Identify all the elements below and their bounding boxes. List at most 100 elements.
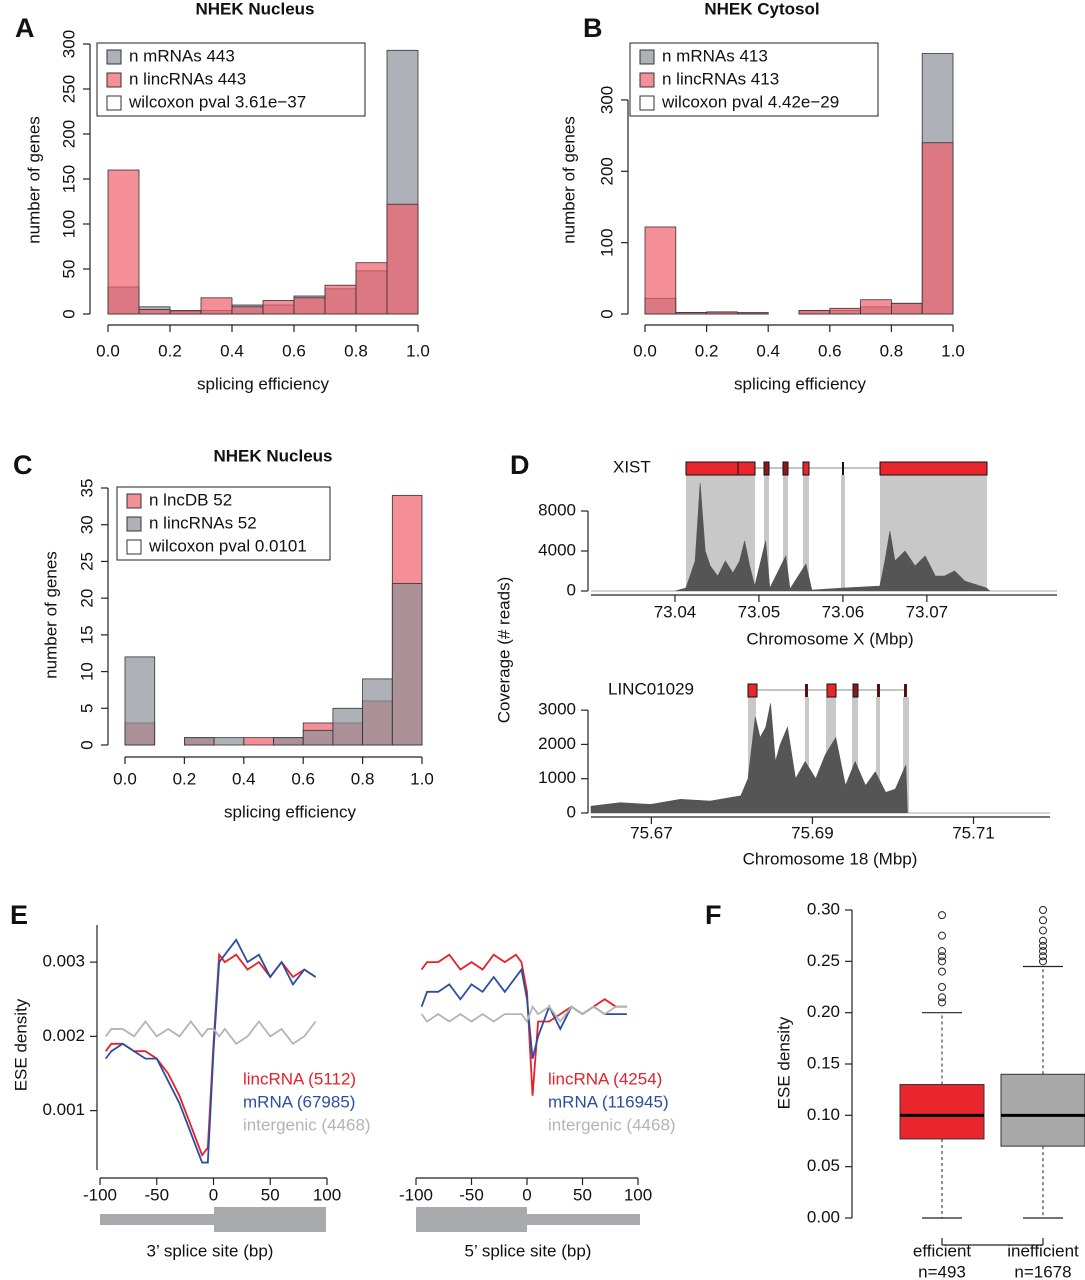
histogram-bar <box>262 300 295 315</box>
legend-box <box>96 42 366 117</box>
y-tick-label: 0.15 <box>807 1053 840 1072</box>
y-tick-label: 0.25 <box>807 951 840 970</box>
y-axis-label: number of genes <box>41 551 60 679</box>
y-tick-label: 4000 <box>538 540 576 559</box>
histogram-bar <box>355 262 388 315</box>
y-tick-label: 3000 <box>538 700 576 719</box>
x-axis-label: Chromosome X (Mbp) <box>746 629 913 648</box>
n-label: n=493 <box>918 1262 966 1280</box>
histogram-bar <box>169 309 202 315</box>
x-tick-label: 0.8 <box>344 341 368 360</box>
legend-label: n mRNAs 443 <box>129 46 235 65</box>
legend-label: lincRNA (5112) <box>243 1069 356 1088</box>
histogram-bar <box>798 310 831 315</box>
histogram-bar <box>124 656 156 746</box>
x-tick-label: 75.69 <box>791 823 834 842</box>
box-bracket <box>941 1238 1044 1246</box>
histogram-bar <box>891 302 923 315</box>
panel-letter: D <box>510 450 530 480</box>
histogram-bar <box>675 312 707 315</box>
y-tick-label: 200 <box>597 157 616 185</box>
x-tick-label: 0.4 <box>232 769 256 788</box>
histogram-bar <box>231 306 264 315</box>
x-axis-label: splicing efficiency <box>734 374 866 393</box>
x-tick-label: 1.0 <box>941 341 965 360</box>
n-label: n=1678 <box>1014 1262 1071 1280</box>
y-axis-label: number of genes <box>559 116 578 244</box>
legend-label: mRNA (67985) <box>243 1092 355 1111</box>
x-tick-label: 0.2 <box>158 341 182 360</box>
histogram-bar <box>302 729 334 746</box>
series-line <box>420 1004 627 1024</box>
x-tick-label: 0.6 <box>818 341 842 360</box>
x-tick-label: 0.0 <box>633 341 657 360</box>
y-tick-label: 200 <box>59 120 78 148</box>
y-tick-label: 0.20 <box>807 1002 840 1021</box>
y-tick-label: 0.001 <box>42 1100 85 1119</box>
y-axis-label: ESE density <box>11 998 30 1091</box>
y-axis-label: number of genes <box>24 116 43 244</box>
x-axis-label: 3’ splice site (bp) <box>147 1241 274 1260</box>
outlier <box>1039 926 1047 935</box>
y-tick-label: 35 <box>77 479 96 498</box>
y-tick-label: 300 <box>597 86 616 114</box>
legend-label: n lncDB 52 <box>149 490 232 509</box>
coverage-area <box>591 482 1057 592</box>
x-axis-label: splicing efficiency <box>197 374 329 393</box>
series-line <box>104 1020 317 1046</box>
legend-box <box>116 486 331 561</box>
y-tick-label: 0 <box>567 802 576 821</box>
panel-letter: E <box>10 900 28 930</box>
outlier <box>1039 957 1047 966</box>
legend-swatch <box>126 539 142 555</box>
splice-site-schematic <box>100 1207 640 1232</box>
x-axis-label: 5’ splice site (bp) <box>465 1241 592 1260</box>
x-axis-label: splicing efficiency <box>224 802 356 821</box>
histogram-bar <box>737 312 769 315</box>
x-tick-label: 73.04 <box>654 602 697 621</box>
y-tick-label: 150 <box>59 165 78 193</box>
histogram-bar <box>293 297 326 315</box>
x-tick-label: 0.6 <box>291 769 315 788</box>
x-tick-label: inefficient <box>1007 1241 1079 1260</box>
x-tick-label: 73.07 <box>906 602 949 621</box>
y-tick-label: 20 <box>77 589 96 608</box>
legend-swatch <box>639 72 655 88</box>
x-tick-label: -50 <box>144 1185 169 1204</box>
outlier <box>938 983 946 991</box>
outlier <box>1039 941 1047 950</box>
x-tick-label: efficient <box>913 1241 972 1260</box>
x-tick-label: 75.67 <box>630 823 673 842</box>
legend-annotation: wilcoxon pval 4.42e−29 <box>661 92 839 111</box>
histogram-bar <box>324 284 357 315</box>
y-tick-label: 10 <box>77 662 96 681</box>
legend-box <box>629 42 879 117</box>
x-tick-label: 0.0 <box>113 769 137 788</box>
legend-label: mRNA (116945) <box>548 1092 669 1111</box>
legend-swatch <box>126 493 142 509</box>
histogram-bar <box>213 737 245 746</box>
histogram-bar <box>200 297 233 315</box>
histogram-bar <box>138 309 171 315</box>
histogram-bar <box>706 311 738 315</box>
y-tick-label: 100 <box>597 228 616 256</box>
x-tick-label: 73.05 <box>738 602 781 621</box>
histogram-bar <box>921 142 954 315</box>
x-tick-label: -100 <box>399 1185 433 1204</box>
y-tick-label: 0 <box>567 580 576 599</box>
y-axis-label: ESE density <box>774 1016 793 1109</box>
y-tick-label: 300 <box>59 30 78 58</box>
histogram-bar <box>362 678 393 746</box>
histogram-bar <box>829 307 861 315</box>
x-tick-label: 0 <box>522 1185 531 1204</box>
y-tick-label: 30 <box>77 515 96 534</box>
box <box>1000 1073 1085 1147</box>
histogram-bar <box>107 169 140 315</box>
histogram-bar <box>332 707 363 746</box>
y-tick-label: 1000 <box>538 768 576 787</box>
legend-swatch <box>126 516 142 532</box>
y-tick-label: 0.05 <box>807 1156 840 1175</box>
chart-title: NHEK Cytosol <box>704 0 819 18</box>
y-tick-label: 0.00 <box>807 1207 840 1226</box>
outlier <box>938 931 946 940</box>
